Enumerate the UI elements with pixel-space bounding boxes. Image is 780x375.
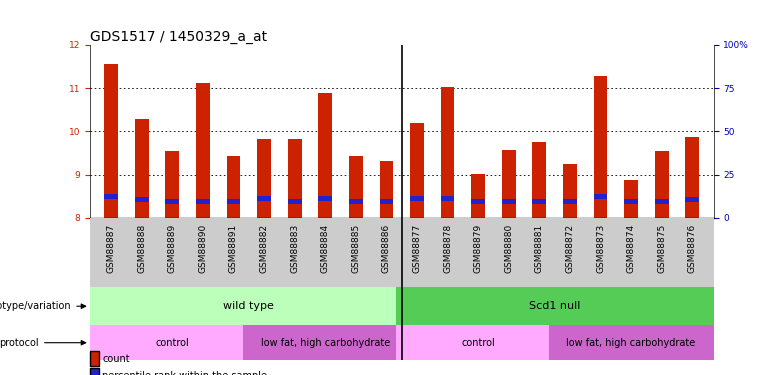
- Text: control: control: [155, 338, 190, 348]
- Bar: [563, 164, 577, 218]
- Text: count: count: [102, 354, 129, 364]
- Text: GSM88874: GSM88874: [626, 224, 636, 273]
- Bar: [105, 64, 118, 218]
- Text: Scd1 null: Scd1 null: [529, 301, 580, 311]
- Bar: [471, 199, 485, 204]
- Bar: [165, 151, 179, 218]
- Text: GSM88878: GSM88878: [443, 224, 452, 273]
- Bar: [257, 196, 271, 201]
- Text: GSM88888: GSM88888: [137, 224, 146, 273]
- Bar: [257, 139, 271, 218]
- Text: GSM88880: GSM88880: [504, 224, 513, 273]
- Text: GSM88887: GSM88887: [107, 224, 115, 273]
- Text: percentile rank within the sample: percentile rank within the sample: [102, 371, 268, 375]
- Text: GSM88885: GSM88885: [351, 224, 360, 273]
- Bar: [410, 196, 424, 201]
- Bar: [105, 194, 118, 199]
- Text: GSM88882: GSM88882: [260, 224, 268, 273]
- Bar: [196, 199, 210, 204]
- Text: GSM88886: GSM88886: [382, 224, 391, 273]
- Text: GDS1517 / 1450329_a_at: GDS1517 / 1450329_a_at: [90, 30, 267, 44]
- Text: GSM88873: GSM88873: [596, 224, 605, 273]
- Bar: [410, 123, 424, 218]
- Bar: [471, 174, 485, 218]
- Text: GSM88889: GSM88889: [168, 224, 177, 273]
- Bar: [288, 199, 302, 204]
- Text: GSM88872: GSM88872: [566, 224, 574, 273]
- Bar: [655, 151, 668, 218]
- Text: GSM88875: GSM88875: [658, 224, 666, 273]
- Bar: [655, 199, 668, 204]
- Bar: [380, 199, 393, 204]
- Bar: [226, 199, 240, 204]
- Bar: [288, 139, 302, 218]
- Bar: [90, 287, 408, 326]
- Text: wild type: wild type: [223, 301, 275, 311]
- Bar: [380, 161, 393, 218]
- Bar: [533, 199, 546, 204]
- Bar: [686, 136, 699, 218]
- Bar: [349, 199, 363, 204]
- Bar: [563, 199, 577, 204]
- Text: GSM88884: GSM88884: [321, 224, 330, 273]
- Bar: [135, 197, 148, 202]
- Text: low fat, high carbohydrate: low fat, high carbohydrate: [566, 338, 696, 348]
- Text: control: control: [461, 338, 495, 348]
- Bar: [395, 326, 561, 360]
- Bar: [90, 326, 255, 360]
- Bar: [441, 196, 455, 201]
- Bar: [533, 142, 546, 218]
- Bar: [502, 150, 516, 218]
- Text: GSM88879: GSM88879: [473, 224, 483, 273]
- Bar: [395, 287, 714, 326]
- Bar: [318, 93, 332, 218]
- Text: GSM88883: GSM88883: [290, 224, 300, 273]
- Bar: [594, 194, 608, 199]
- Bar: [135, 119, 148, 218]
- Bar: [349, 156, 363, 218]
- Bar: [502, 199, 516, 204]
- Bar: [165, 199, 179, 204]
- Text: GSM88881: GSM88881: [535, 224, 544, 273]
- Text: genotype/variation: genotype/variation: [0, 301, 86, 311]
- Text: protocol: protocol: [0, 338, 86, 348]
- Text: GSM88876: GSM88876: [688, 224, 697, 273]
- Bar: [441, 87, 455, 218]
- Bar: [686, 197, 699, 202]
- Bar: [243, 326, 408, 360]
- Text: GSM88891: GSM88891: [229, 224, 238, 273]
- Text: low fat, high carbohydrate: low fat, high carbohydrate: [261, 338, 390, 348]
- Bar: [624, 199, 638, 204]
- Text: GSM88890: GSM88890: [198, 224, 207, 273]
- Text: GSM88877: GSM88877: [413, 224, 421, 273]
- Bar: [226, 156, 240, 218]
- Bar: [594, 76, 608, 218]
- Bar: [318, 196, 332, 201]
- Bar: [548, 326, 714, 360]
- Bar: [196, 83, 210, 218]
- Bar: [624, 180, 638, 218]
